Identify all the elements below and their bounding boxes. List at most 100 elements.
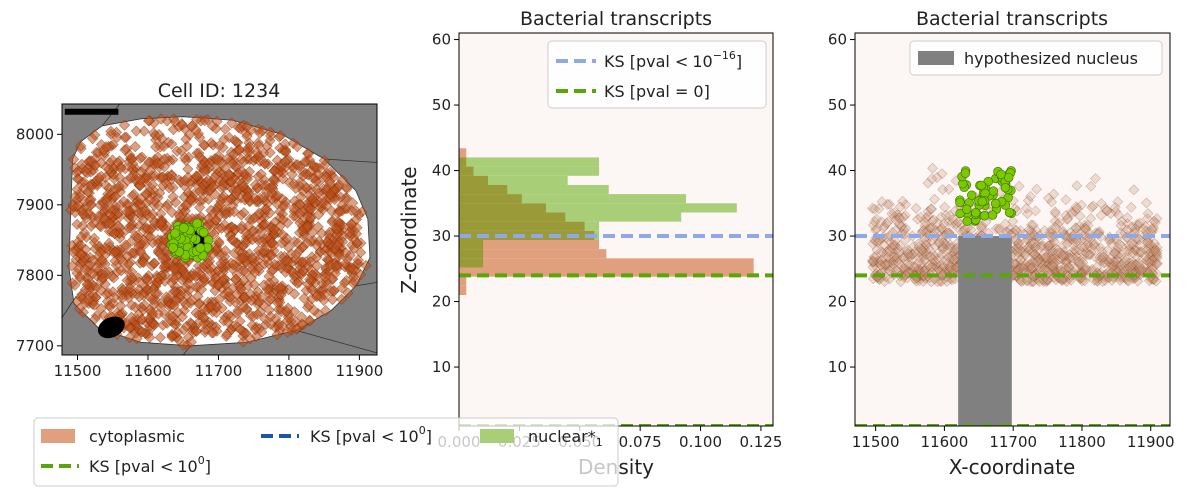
cytoplasmic-transcript [1037,260,1048,272]
cytoplasmic-transcript [1060,210,1072,221]
cytoplasmic-transcript [1137,223,1149,235]
cytoplasmic-transcript [1151,258,1163,270]
cytoplasmic-transcript [944,210,956,222]
cytoplasmic-transcript [134,152,146,164]
cytoplasmic-transcript [946,250,958,262]
cytoplasmic-transcript [258,245,270,257]
cytoplasmic-transcript [897,252,909,264]
cytoplasmic-transcript [161,317,173,329]
cytoplasmic-transcript [1131,219,1143,230]
cytoplasmic-transcript [258,157,271,169]
cytoplasmic-transcript [86,133,99,145]
overlap-bar [459,258,484,268]
cytoplasmic-transcript [1096,252,1108,264]
cytoplasmic-transcript [264,310,277,323]
cytoplasmic-transcript [308,305,320,317]
x-tick-label: 11700 [195,362,243,380]
cytoplasmic-transcript [234,323,247,336]
cytoplasmic-transcript [1067,252,1079,264]
cytoplasmic-transcript [1149,257,1161,269]
cytoplasmic-transcript [67,246,79,258]
cytoplasmic-transcript [1038,276,1050,288]
cytoplasmic-transcript [1094,242,1106,254]
cytoplasmic-transcript [275,289,287,301]
cytoplasmic-transcript [88,299,101,311]
cytoplasmic-transcript [925,261,937,273]
cytoplasmic-transcript [936,275,948,287]
cytoplasmic-transcript [900,268,912,279]
cytoplasmic-transcript [294,207,306,220]
cytoplasmic-transcript [149,257,161,270]
cytoplasmic-transcript [890,214,902,226]
cytoplasmic-transcript [1149,237,1160,249]
cytoplasmic-transcript [228,206,240,218]
cytoplasmic-transcript [1046,260,1058,272]
cytoplasmic-transcript [867,261,879,273]
cytoplasmic-transcript [318,154,330,167]
cytoplasmic-transcript [1023,259,1035,271]
cytoplasmic-transcript [1039,256,1051,268]
cytoplasmic-transcript [898,224,910,236]
cytoplasmic-transcript [282,256,294,268]
nuclear-bar [459,212,682,222]
cytoplasmic-transcript [319,271,331,284]
cytoplasmic-transcript [926,173,938,185]
cytoplasmic-transcript [920,245,932,257]
cytoplasmic-transcript [113,180,125,192]
cytoplasmic-transcript [1148,222,1160,234]
cytoplasmic-transcript [1074,220,1085,232]
cytoplasmic-transcript [1073,244,1085,256]
cytoplasmic-transcript [133,276,145,288]
cytoplasmic-transcript [1079,275,1090,287]
cytoplasmic-transcript [249,179,262,191]
cytoplasmic-transcript [901,244,913,256]
cytoplasmic-transcript [894,201,906,213]
overlap-bar [459,175,488,185]
cytoplasmic-transcript [869,216,881,228]
cytoplasmic-transcript [176,311,189,323]
cytoplasmic-transcript [1098,257,1110,269]
cytoplasmic-transcript [1015,254,1026,266]
legend-nuclear-label: nuclear*1 [528,427,603,449]
cytoplasmic-transcript [180,199,192,211]
cytoplasmic-transcript [1043,258,1055,269]
cytoplasmic-transcript [884,246,896,257]
cytoplasmic-transcript [1049,206,1061,218]
cytoplasmic-transcript [931,217,943,229]
cytoplasmic-transcript [118,119,131,131]
cytoplasmic-transcript [876,196,888,208]
cytoplasmic-transcript [1015,254,1027,265]
cytoplasmic-transcript [1126,256,1138,268]
cytoplasmic-transcript [1047,253,1058,265]
cytoplasmic-transcript [1143,275,1155,287]
cytoplasmic-transcript [1122,245,1134,257]
cytoplasmic-transcript [109,190,122,203]
cytoplasmic-transcript [1136,246,1147,258]
density-ylabel: Z-coordinate [397,166,421,293]
cytoplasmic-transcript [1141,213,1153,224]
cytoplasmic-transcript [1042,248,1054,260]
cytoplasmic-transcript [1025,263,1037,274]
cytoplasmic-transcript [1043,240,1055,251]
cytoplasmic-transcript [82,294,94,306]
cytoplasmic-transcript [1061,213,1073,224]
cytoplasmic-transcript [212,235,225,248]
cytoplasmic-transcript [999,218,1011,230]
cytoplasmic-transcript [291,141,303,153]
cytoplasmic-transcript [1087,200,1099,212]
cytoplasmic-transcript [944,239,956,251]
cytoplasmic-transcript [1115,249,1127,261]
cytoplasmic-transcript [166,169,178,182]
nuclear-bar [459,175,568,185]
y-tick-label: 30 [828,227,847,245]
cytoplasmic-transcript [144,231,156,243]
nuclear-transcript [977,196,987,207]
cytoplasmic-transcript [310,175,322,187]
zx-axis-ticks: 11500 11600 11700 11800 11900 10 20 30 40 50 60 [828,31,1175,451]
cytoplasmic-transcript [1036,262,1048,273]
nuclear-transcript [1004,207,1015,218]
cytoplasmic-transcript [1017,246,1029,258]
cytoplasmic-transcript [929,250,941,262]
cytoplasmic-transcript [1010,224,1022,236]
x-tick-label: 11500 [852,433,900,451]
